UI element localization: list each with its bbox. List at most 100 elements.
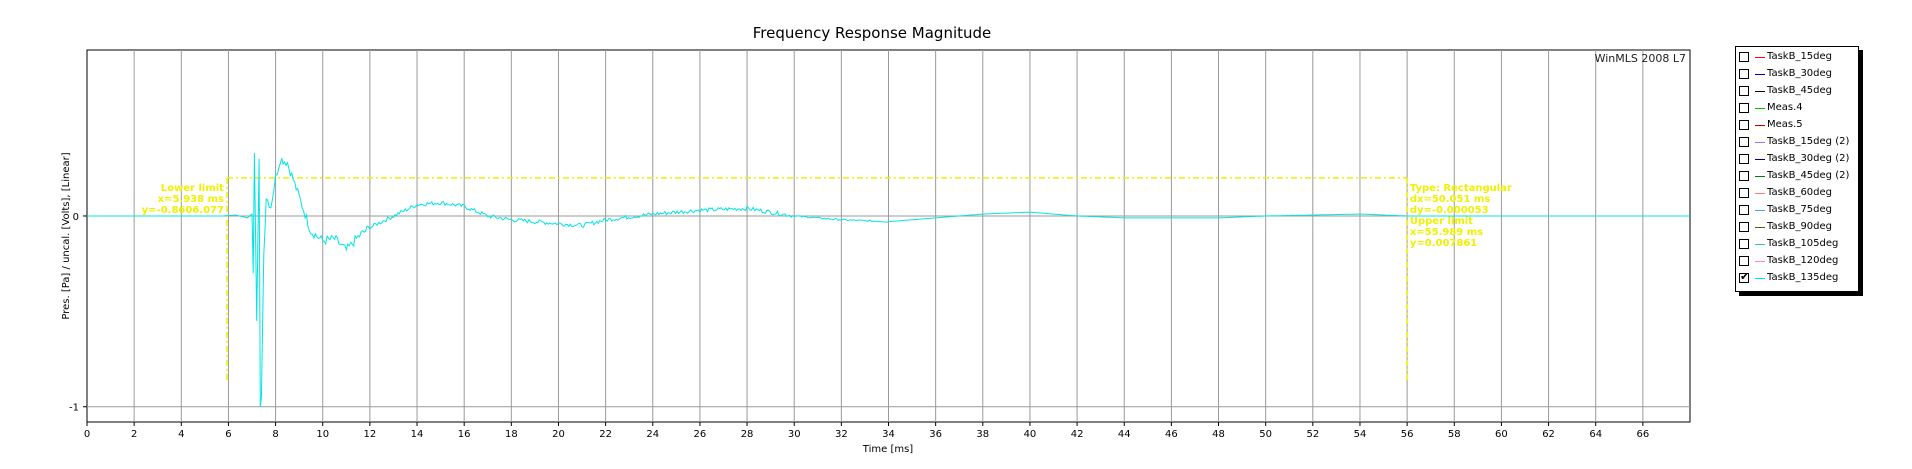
lower-limit-readout: Lower limit [161,183,224,194]
y-axis-label: Pres. [Pa] / uncal. [Volts], [Linear] [61,152,72,319]
legend-item[interactable]: TaskB_30deg (2) [1736,151,1858,168]
legend-label: TaskB_30deg [1767,68,1833,79]
legend-item[interactable]: TaskB_75deg [1736,202,1858,219]
legend-checkbox[interactable] [1739,52,1749,62]
legend-item[interactable]: Meas.4 [1736,100,1858,117]
legend-checkbox[interactable] [1739,171,1749,181]
x-tick-label: 6 [225,429,231,440]
x-tick-label: 42 [1071,429,1084,440]
x-tick-label: 60 [1495,429,1508,440]
legend-label: TaskB_90deg [1767,221,1833,232]
legend-item[interactable]: TaskB_45deg [1736,83,1858,100]
legend-label: TaskB_120deg [1767,255,1839,266]
x-tick-label: 44 [1118,429,1131,440]
legend-swatch [1755,210,1765,211]
x-tick-label: 30 [788,429,801,440]
x-tick-label: 50 [1259,429,1272,440]
legend-checkbox[interactable] [1739,154,1749,164]
legend-swatch [1755,91,1765,92]
legend-swatch [1755,108,1765,109]
legend-item[interactable]: TaskB_45deg (2) [1736,168,1858,185]
x-tick-label: 56 [1401,429,1414,440]
x-tick-label: 12 [364,429,377,440]
legend-item[interactable]: Meas.5 [1736,117,1858,134]
legend-item[interactable]: TaskB_105deg [1736,236,1858,253]
legend-swatch [1755,74,1765,75]
series-line [87,152,1690,407]
legend-swatch [1755,159,1765,160]
y-tick-label: 0 [73,212,79,223]
x-tick-label: 66 [1636,429,1649,440]
legend-item[interactable]: TaskB_30deg [1736,66,1858,83]
chart-title: Frequency Response Magnitude [753,24,992,42]
legend: TaskB_15deg TaskB_30deg TaskB_45deg Meas.4 M… [1735,46,1859,292]
x-tick-label: 58 [1448,429,1461,440]
x-tick-label: 22 [599,429,612,440]
legend-swatch [1755,57,1765,58]
x-tick-label: 34 [882,429,895,440]
legend-swatch [1755,125,1765,126]
x-tick-label: 54 [1354,429,1367,440]
legend-label: TaskB_15deg (2) [1767,136,1850,147]
x-tick-label: 28 [741,429,754,440]
legend-label: TaskB_75deg [1767,204,1833,215]
legend-checkbox[interactable] [1739,256,1749,266]
x-tick-label: 18 [505,429,518,440]
x-tick-label: 4 [178,429,184,440]
legend-label: Meas.4 [1767,102,1803,113]
legend-checkbox[interactable] [1739,222,1749,232]
legend-checkbox[interactable] [1739,120,1749,130]
upper-limit-readout: x=55.989 ms [1410,227,1483,238]
legend-checkbox[interactable] [1739,69,1749,79]
legend-checkbox[interactable] [1739,86,1749,96]
upper-limit-readout: Upper limit [1410,216,1473,227]
watermark: WinMLS 2008 L7 [1595,52,1686,65]
chart-canvas: Frequency Response Magnitude Lower limit… [61,24,1691,455]
upper-limit-readout: y=0.007861 [1410,238,1477,249]
legend-checkbox[interactable] [1739,137,1749,147]
x-tick-label: 40 [1024,429,1037,440]
legend-label: TaskB_15deg [1767,51,1833,62]
x-tick-label: 8 [272,429,278,440]
x-tick-label: 10 [316,429,329,440]
lower-limit-readout: x=5.938 ms [158,194,224,205]
x-axis-label: Time [ms] [862,444,914,455]
lower-limit-readout: y=-0.8606.077 [142,205,224,216]
x-tick-label: 38 [976,429,989,440]
legend-swatch [1755,227,1765,228]
legend-item[interactable]: TaskB_15deg [1736,49,1858,66]
y-axis: 0 -1 [69,212,87,414]
legend-swatch [1755,193,1765,194]
x-tick-label: 16 [458,429,471,440]
legend-item[interactable]: TaskB_120deg [1736,253,1858,270]
upper-limit-readout: Type: Rectangular [1410,183,1512,194]
legend-item[interactable]: TaskB_135deg [1736,270,1858,287]
legend-checkbox[interactable] [1739,103,1749,113]
legend-swatch [1755,244,1765,245]
legend-item[interactable]: TaskB_90deg [1736,219,1858,236]
x-tick-label: 46 [1165,429,1178,440]
upper-limit-readout: dx=50.051 ms [1410,194,1490,205]
upper-limit-readout: dy=-0.000053 [1410,205,1489,216]
legend-label: TaskB_60deg [1767,187,1833,198]
legend-item[interactable]: TaskB_15deg (2) [1736,134,1858,151]
legend-item[interactable]: TaskB_60deg [1736,185,1858,202]
legend-label: TaskB_45deg (2) [1767,170,1850,181]
legend-swatch [1755,261,1765,262]
legend-label: TaskB_135deg [1767,272,1839,283]
legend-checkbox[interactable] [1739,270,1749,283]
legend-checkbox[interactable] [1739,205,1749,215]
x-tick-label: 20 [552,429,565,440]
x-tick-label: 26 [694,429,707,440]
x-axis: 0 2 4 6 8 10 12 14 16 18 20 22 24 26 28 30 32 34 36 38 40 42 4… [84,422,1649,440]
legend-checkbox[interactable] [1739,239,1749,249]
grid-lines [87,50,1690,422]
x-tick-label: 64 [1589,429,1602,440]
x-tick-label: 48 [1212,429,1225,440]
x-tick-label: 52 [1306,429,1319,440]
legend-checkbox[interactable] [1739,188,1749,198]
legend-label: TaskB_105deg [1767,238,1839,249]
series-layer [87,152,1690,407]
x-tick-label: 36 [929,429,942,440]
